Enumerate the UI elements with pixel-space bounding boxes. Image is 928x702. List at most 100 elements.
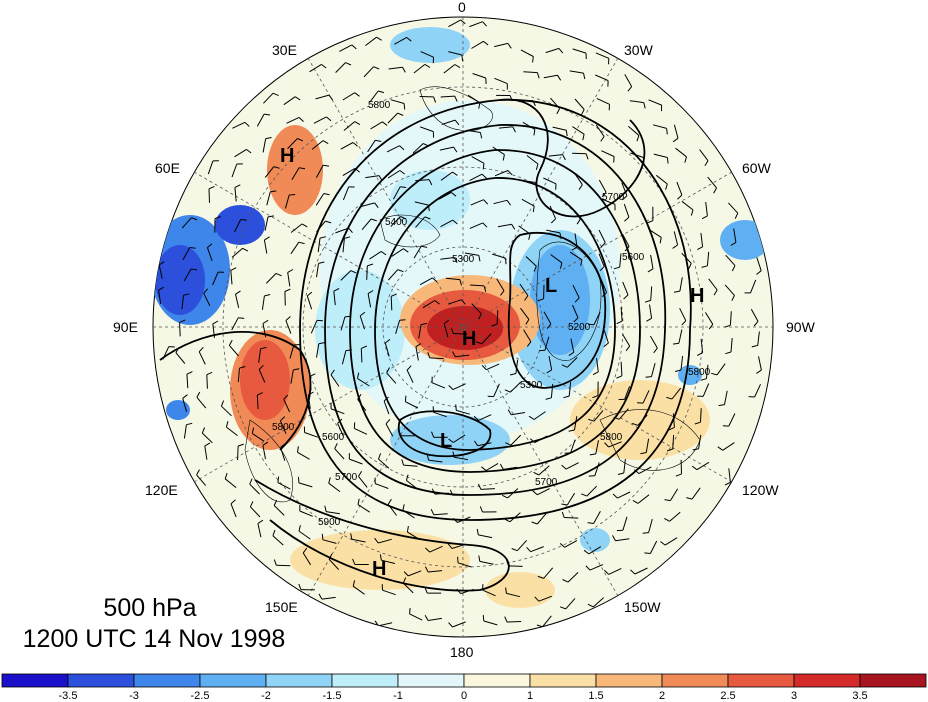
wind-barb-feather xyxy=(345,62,352,66)
wind-barb xyxy=(608,567,622,575)
wind-barb-feather xyxy=(634,469,640,474)
wind-barb-feather xyxy=(675,369,682,372)
wind-barb-feather xyxy=(191,268,198,271)
wind-barb-feather xyxy=(505,442,512,446)
high-center-pole: H xyxy=(462,328,476,350)
wind-barb xyxy=(454,456,468,461)
wind-barb xyxy=(538,465,550,476)
wind-barb xyxy=(443,323,449,338)
wind-barb xyxy=(235,294,240,309)
wind-barb-feather xyxy=(403,103,406,110)
wind-barb xyxy=(342,92,355,101)
wind-barb-feather xyxy=(277,476,280,483)
wind-barb xyxy=(358,476,368,488)
wind-barb-feather xyxy=(701,265,708,268)
wind-barb-feather xyxy=(478,555,481,562)
wind-barb-feather xyxy=(506,200,512,206)
wind-barb xyxy=(508,565,523,567)
wind-barb xyxy=(691,487,701,500)
wind-barb xyxy=(725,254,736,266)
wind-barb-feather xyxy=(585,153,589,160)
wind-barb xyxy=(572,284,580,299)
wind-barb-feather xyxy=(502,154,505,161)
wind-barb-feather xyxy=(526,341,532,347)
wind-barb-feather xyxy=(483,40,489,46)
wind-barb-feather xyxy=(583,72,586,80)
wind-barb-feather xyxy=(367,290,374,295)
wind-barb-feather xyxy=(677,194,683,200)
wind-barb-feather xyxy=(374,537,379,544)
wind-barb xyxy=(413,64,426,74)
wind-barb xyxy=(412,143,424,154)
wind-barb xyxy=(369,90,379,103)
wind-barb xyxy=(448,51,463,56)
wind-barb xyxy=(367,293,372,308)
wind-barb-feather xyxy=(289,194,296,196)
wind-barb xyxy=(622,233,630,247)
wind-barb xyxy=(510,434,522,446)
wind-barb xyxy=(322,539,337,544)
wind-barb-feather xyxy=(406,37,412,42)
wind-barb-feather xyxy=(672,342,679,345)
wind-barb-feather xyxy=(324,505,327,512)
wind-barb xyxy=(340,142,354,150)
wind-barb-feather xyxy=(415,343,422,348)
wind-barb xyxy=(335,62,346,73)
wind-barb xyxy=(289,344,295,359)
wind-barb xyxy=(453,434,466,443)
wind-barb-feather xyxy=(431,431,435,438)
wind-barb xyxy=(393,186,401,200)
wind-barb-feather xyxy=(561,503,568,506)
wind-barb xyxy=(433,513,448,516)
wind-barb-feather xyxy=(697,246,703,251)
wind-barb xyxy=(203,293,211,307)
wind-barb-feather xyxy=(273,559,277,566)
wind-barb xyxy=(566,492,576,506)
wind-barb xyxy=(262,138,267,153)
lon-label-90w: 90W xyxy=(786,319,816,335)
wind-barb-feather xyxy=(573,317,579,323)
wind-barb-feather xyxy=(203,288,209,294)
wind-barb-feather xyxy=(568,429,575,432)
wind-barb xyxy=(680,355,684,371)
wind-barb-feather xyxy=(443,319,450,325)
wind-barb-feather xyxy=(646,317,652,322)
wind-barb xyxy=(564,517,579,519)
wind-barb xyxy=(589,564,604,571)
wind-barb xyxy=(258,369,266,383)
wind-barb-feather xyxy=(225,421,229,428)
wind-barb-feather xyxy=(370,218,377,222)
wind-barb-feather xyxy=(713,289,718,296)
wind-barb-feather xyxy=(431,488,436,495)
wind-barb xyxy=(574,233,578,248)
wind-barb xyxy=(448,19,461,28)
wind-barb-feather xyxy=(287,269,294,273)
colorbar-box xyxy=(265,673,333,688)
wind-barb-feather xyxy=(447,543,453,549)
wind-barb-feather xyxy=(666,396,673,400)
wind-barb xyxy=(469,21,483,28)
wind-barb-feather xyxy=(201,427,206,434)
wind-barb xyxy=(534,435,548,444)
wind-barb xyxy=(257,523,262,538)
wind-barb-feather xyxy=(473,415,479,421)
wind-barb-feather xyxy=(321,64,327,69)
contour-label-5900: 5900 xyxy=(318,517,341,528)
wind-barb-feather xyxy=(452,219,458,225)
wind-barb xyxy=(492,253,506,259)
wind-barb-feather xyxy=(378,453,382,460)
wind-barb xyxy=(595,74,609,82)
wind-barb-feather xyxy=(196,469,200,476)
wind-barb xyxy=(481,333,492,345)
wind-barb xyxy=(196,396,207,409)
wind-barb xyxy=(378,538,392,544)
wind-barb-feather xyxy=(537,298,544,302)
wind-barb-feather xyxy=(325,220,332,224)
wind-barb-feather xyxy=(562,154,566,161)
wind-barb-feather xyxy=(354,92,360,97)
wind-barb-feather xyxy=(477,483,482,490)
contour-label-5700-c: 5700 xyxy=(335,472,358,483)
wind-barb xyxy=(672,434,675,450)
wind-barb xyxy=(457,562,472,568)
wind-barb-feather xyxy=(558,48,564,54)
